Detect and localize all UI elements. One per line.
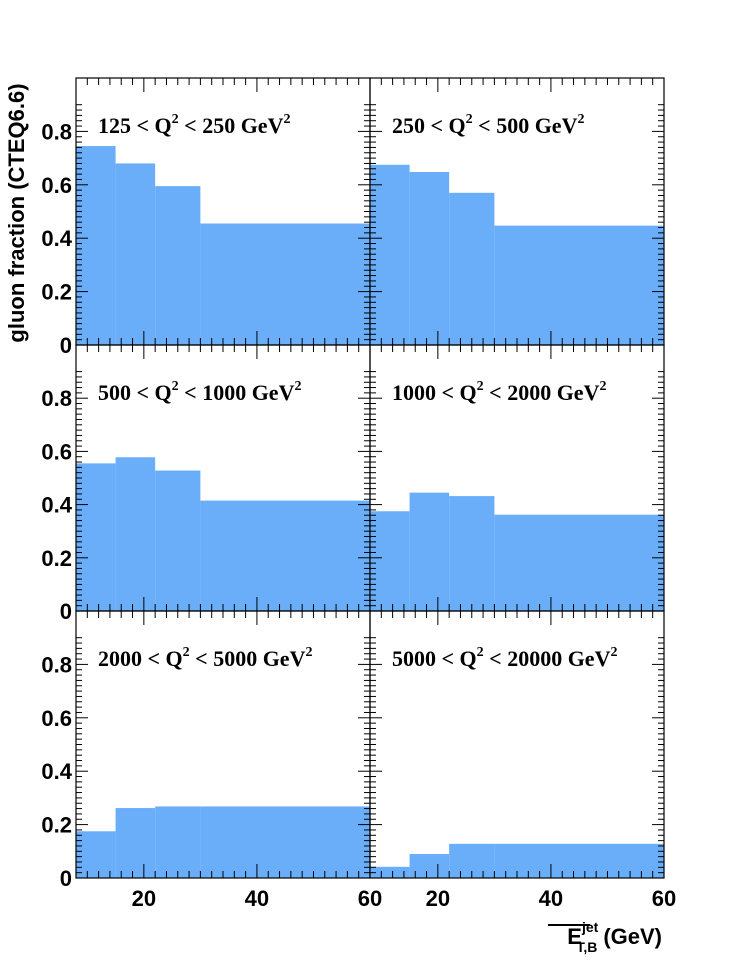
y-tick-label: 0.4 [41,226,72,251]
panel-label: 500 < Q2 < 1000 GeV2 [98,379,301,405]
panel-5: 0 0.2 0.4 0.6 0.8 20 40 60 2000 < Q2 < 5000 GeV2 [41,610,382,911]
panel-label: 125 < Q2 < 250 GeV2 [98,112,290,138]
y-tick-label: 0.2 [41,546,72,571]
y-tick-label: 0 [60,866,72,891]
x-tick-label: 60 [358,886,382,911]
y-axis-title: gluon fraction (CTEQ6.6) [4,83,29,342]
x-axis-symbol: E [567,924,582,949]
x-axis-superscript: jet [581,919,599,935]
bar-panel-2-bin-1 [370,164,410,345]
x-tick-label: 40 [539,886,563,911]
bar-panel-2-bin-3 [449,192,495,345]
bar-panel-1-bin-4 [200,223,370,345]
bar-panel-5-bin-4 [200,806,370,878]
y-tick-label: 0.8 [41,119,72,144]
panel-label: 2000 < Q2 < 5000 GeV2 [98,645,312,671]
bar-panel-5-bin-2 [115,808,156,878]
bar-panel-3-bin-4 [200,500,370,611]
x-tick-label: 20 [132,886,156,911]
panel-6: 20 40 60 5000 < Q2 < 20000 GeV2 [369,610,676,911]
y-tick-label: 0.2 [41,813,72,838]
bar-panel-4-bin-1 [370,511,410,611]
bar-panel-2-bin-4 [494,225,664,345]
bar-panel-3-bin-2 [115,457,156,611]
y-tick-label: 0 [60,333,72,358]
y-tick-label: 0.2 [41,280,72,305]
bar-panel-3-bin-3 [155,470,201,611]
y-tick-label: 0.8 [41,652,72,677]
bar-panel-6-bin-4 [494,843,664,878]
panel-label: 1000 < Q2 < 2000 GeV2 [392,379,606,405]
x-axis-title: Ejet T,B (GeV) [567,919,662,955]
y-tick-label: 0.4 [41,759,72,784]
y-tick-label: 0.4 [41,493,72,518]
bar-panel-3-bin-1 [76,463,116,611]
y-tick-label: 0.6 [41,173,72,198]
x-axis-unit: (GeV) [603,924,662,949]
y-tick-label: 0.8 [41,386,72,411]
y-tick-label: 0 [60,599,72,624]
bar-panel-5-bin-3 [155,806,201,878]
bar-panel-5-bin-1 [76,831,116,878]
panel-2: 250 < Q2 < 500 GeV2 [369,77,665,346]
panel-3: 0 0.2 0.4 0.6 0.8 500 < Q2 < 1000 GeV2 [41,344,371,624]
x-axis-subscript: T,B [576,939,597,955]
panel-label: 5000 < Q2 < 20000 GeV2 [392,645,617,671]
bar-panel-1-bin-2 [115,163,156,345]
bar-panel-6-bin-1 [370,866,410,878]
bar-panel-1-bin-1 [76,146,116,345]
panels: 0 0.2 0.4 0.6 0.8 125 < Q2 < 250 GeV2 250 < Q2… [41,77,676,911]
bar-panel-4-bin-3 [449,496,495,611]
bar-panel-6-bin-2 [409,853,450,878]
y-tick-label: 0.6 [41,706,72,731]
x-tick-label: 60 [652,886,676,911]
bar-panel-4-bin-4 [494,514,664,611]
panel-4: 1000 < Q2 < 2000 GeV2 [369,344,665,612]
panel-label: 250 < Q2 < 500 GeV2 [392,112,584,138]
bar-panel-4-bin-2 [409,492,450,611]
panel-1: 0 0.2 0.4 0.6 0.8 125 < Q2 < 250 GeV2 [41,77,371,358]
bar-panel-1-bin-3 [155,186,201,345]
bar-panel-2-bin-2 [409,171,450,345]
y-tick-label: 0.6 [41,439,72,464]
x-tick-label: 40 [245,886,269,911]
x-tick-label: 20 [426,886,450,911]
